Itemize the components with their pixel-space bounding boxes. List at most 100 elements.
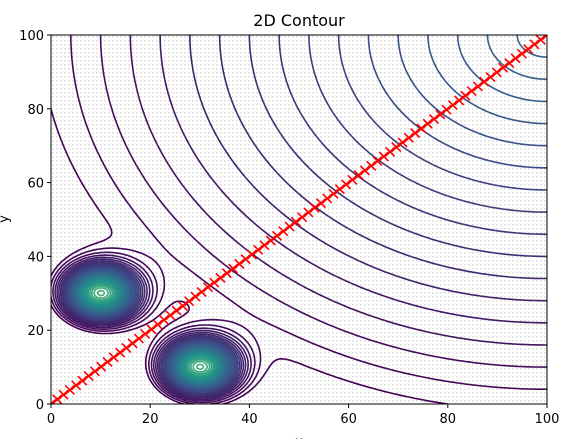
path-marker bbox=[347, 174, 358, 185]
path-marker bbox=[372, 156, 383, 167]
path-marker bbox=[133, 333, 144, 344]
path-marker bbox=[435, 109, 446, 120]
contour-line bbox=[85, 281, 216, 379]
path-marker bbox=[454, 95, 465, 106]
contour-line bbox=[72, 35, 547, 389]
contour-line bbox=[61, 35, 547, 397]
contour-line bbox=[89, 283, 213, 376]
x-tick-label: 80 bbox=[440, 412, 457, 427]
path-marker bbox=[246, 249, 257, 260]
y-axis-ticks: 0 20 40 60 80 100 bbox=[19, 29, 51, 413]
path-marker bbox=[259, 240, 270, 251]
contour-line bbox=[56, 35, 547, 401]
path-marker bbox=[114, 347, 126, 358]
path-marker bbox=[77, 375, 88, 386]
path-marker bbox=[428, 114, 440, 125]
contour-line bbox=[90, 285, 211, 375]
path-marker bbox=[278, 226, 289, 237]
x-tick-label: 20 bbox=[142, 412, 159, 427]
path-marker bbox=[466, 85, 477, 97]
path-marker bbox=[334, 184, 345, 195]
path-marker bbox=[51, 398, 57, 404]
contour-line bbox=[79, 276, 223, 384]
x-tick-label: 100 bbox=[535, 412, 560, 427]
x-axis-ticks: 0 20 40 60 80 100 bbox=[47, 404, 560, 427]
x-tick-label: 40 bbox=[241, 412, 258, 427]
path-marker bbox=[253, 244, 264, 255]
path-marker bbox=[146, 324, 157, 335]
y-tick-label: 100 bbox=[19, 29, 44, 44]
path-marker bbox=[516, 48, 527, 59]
x-tick-label: 0 bbox=[47, 412, 55, 427]
path-marker bbox=[504, 57, 515, 69]
path-marker bbox=[491, 67, 502, 78]
path-marker bbox=[523, 43, 534, 55]
path-marker bbox=[391, 142, 402, 153]
path-marker bbox=[290, 216, 301, 227]
path-marker bbox=[535, 35, 546, 45]
y-tick-label: 60 bbox=[27, 177, 44, 192]
path-marker bbox=[140, 328, 151, 340]
path-marker bbox=[309, 202, 320, 213]
path-marker bbox=[177, 300, 188, 311]
contour-line bbox=[73, 35, 547, 388]
path-marker bbox=[52, 394, 63, 404]
y-axis-label: y bbox=[0, 215, 12, 223]
contour-line bbox=[96, 289, 205, 371]
path-marker bbox=[83, 370, 94, 382]
contour-line bbox=[75, 273, 227, 386]
path-marker bbox=[353, 170, 364, 181]
plot-frame bbox=[50, 34, 548, 405]
path-marker bbox=[359, 165, 370, 176]
path-marker bbox=[341, 179, 352, 190]
path-marker bbox=[184, 296, 195, 307]
path-marker bbox=[127, 338, 138, 349]
path-marker bbox=[228, 263, 239, 274]
path-marker bbox=[297, 212, 308, 223]
path-marker bbox=[315, 198, 327, 209]
path-marker bbox=[202, 282, 214, 293]
contour-line bbox=[80, 277, 222, 383]
path-marker bbox=[265, 235, 276, 246]
x-axis-label: x bbox=[295, 435, 303, 439]
contour-line bbox=[51, 108, 449, 404]
y-tick-label: 80 bbox=[27, 103, 44, 118]
path-marker bbox=[71, 380, 82, 391]
path-marker bbox=[303, 207, 314, 218]
chart-title: 2D Contour bbox=[253, 11, 345, 30]
y-tick-label: 40 bbox=[27, 250, 44, 265]
path-marker bbox=[271, 230, 283, 241]
path-marker bbox=[510, 53, 521, 64]
path-marker bbox=[152, 319, 163, 330]
path-marker bbox=[384, 146, 396, 157]
path-marker bbox=[215, 272, 226, 283]
contour-line bbox=[65, 35, 547, 394]
path-marker bbox=[234, 258, 245, 269]
contour-line bbox=[93, 286, 209, 373]
path-marker bbox=[102, 356, 113, 368]
contour-line bbox=[83, 279, 219, 381]
path-marker bbox=[422, 118, 433, 129]
path-marker bbox=[158, 314, 170, 325]
x-tick-label: 60 bbox=[340, 412, 357, 427]
contour-line bbox=[67, 35, 547, 393]
path-marker bbox=[485, 71, 496, 83]
path-marker bbox=[121, 342, 132, 354]
path-marker bbox=[108, 352, 119, 363]
path-marker bbox=[328, 188, 339, 199]
path-marker bbox=[165, 310, 176, 321]
path-marker bbox=[529, 39, 540, 50]
contour-line bbox=[69, 35, 547, 391]
path-marker bbox=[410, 128, 421, 139]
contour-line bbox=[77, 275, 224, 385]
y-tick-label: 0 bbox=[36, 398, 44, 413]
path-marker bbox=[58, 389, 69, 400]
path-marker bbox=[497, 62, 509, 73]
path-marker bbox=[397, 137, 408, 148]
contour-line bbox=[81, 278, 220, 382]
path-marker bbox=[196, 286, 207, 297]
path-marker bbox=[479, 76, 490, 87]
path-marker bbox=[284, 221, 295, 232]
path-marker bbox=[441, 104, 452, 115]
